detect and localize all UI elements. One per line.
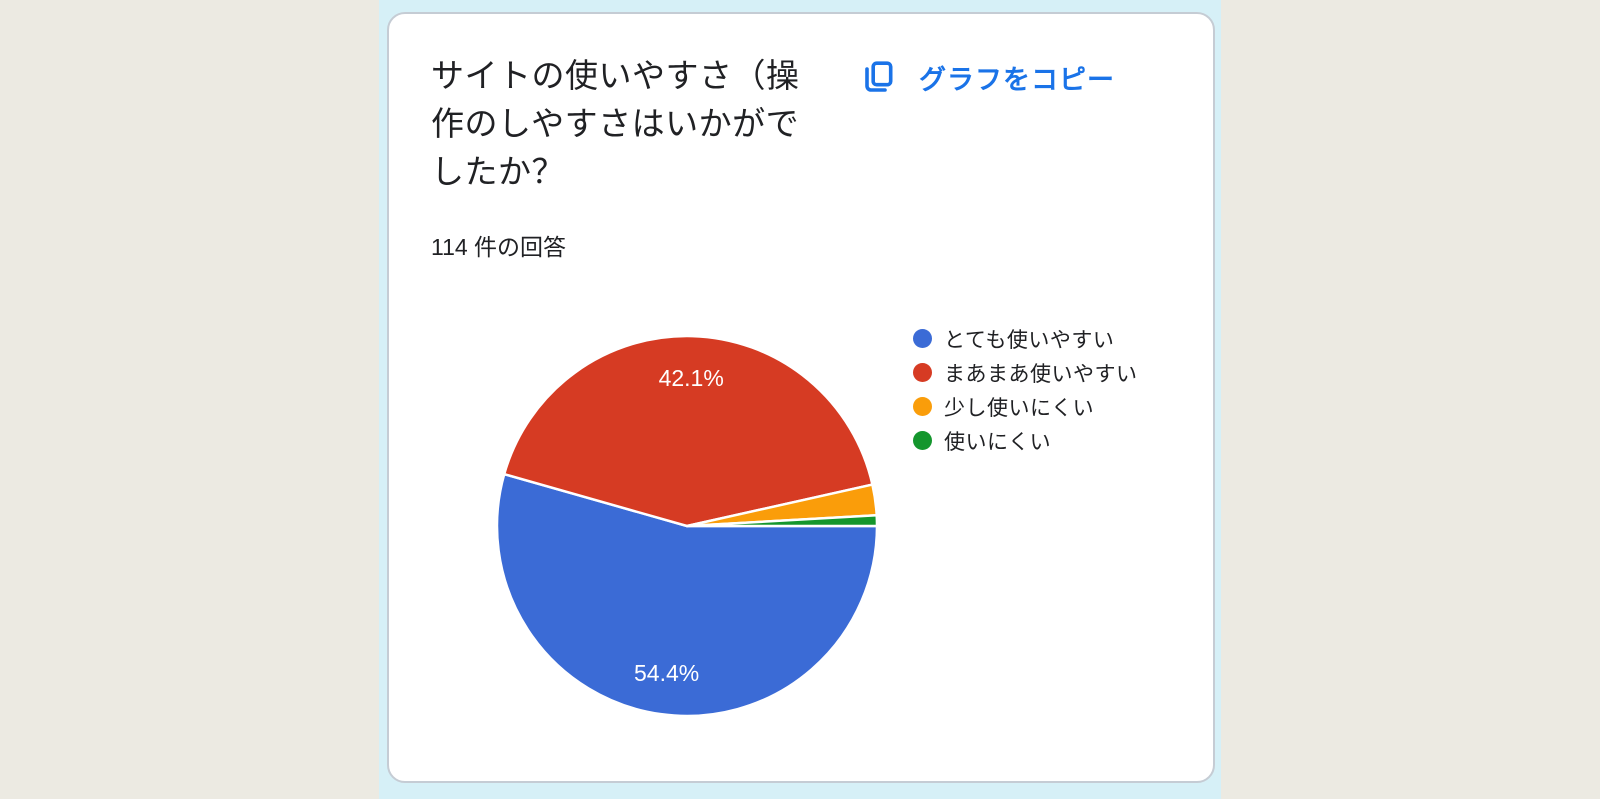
- form-response-panel: サイトの使いやすさ（操作のしやすさはいかがでしたか？ グラフをコピー 114 件…: [379, 0, 1221, 799]
- legend-color-dot: [913, 397, 932, 416]
- pie-slice-3[interactable]: [685, 514, 879, 528]
- pie-slice-label: 54.4%: [634, 660, 699, 686]
- legend-item: とても使いやすい: [913, 329, 1138, 352]
- legend-label: 使いにくい: [944, 430, 1052, 454]
- pie-chart-svg: 54.4% 42.1%: [495, 334, 879, 718]
- legend-color-dot: [913, 431, 932, 450]
- copy-chart-label: グラフをコピー: [919, 65, 1115, 95]
- legend-item: 使いにくい: [913, 431, 1138, 454]
- legend-color-dot: [913, 329, 932, 348]
- question-card: サイトの使いやすさ（操作のしやすさはいかがでしたか？ グラフをコピー 114 件…: [387, 12, 1215, 783]
- pie-slice-0[interactable]: [495, 472, 879, 718]
- copy-icon: [859, 59, 897, 97]
- legend-label: まあまあ使いやすい: [944, 362, 1138, 386]
- pie-slice-label: 42.1%: [659, 365, 724, 391]
- legend-item: まあまあ使いやすい: [913, 363, 1138, 386]
- response-count: 114 件の回答: [431, 234, 567, 260]
- legend-item: 少し使いにくい: [913, 397, 1138, 420]
- pie-slice-1[interactable]: [502, 334, 874, 528]
- legend-color-dot: [913, 363, 932, 382]
- copy-chart-button[interactable]: グラフをコピー: [859, 58, 1115, 97]
- question-title: サイトの使いやすさ（操作のしやすさはいかがでしたか？: [431, 57, 800, 190]
- chart-legend: とても使いやすい まあまあ使いやすい 少し使いにくい 使いにくい: [913, 329, 1138, 454]
- legend-label: 少し使いにくい: [944, 396, 1095, 420]
- legend-label: とても使いやすい: [944, 328, 1115, 352]
